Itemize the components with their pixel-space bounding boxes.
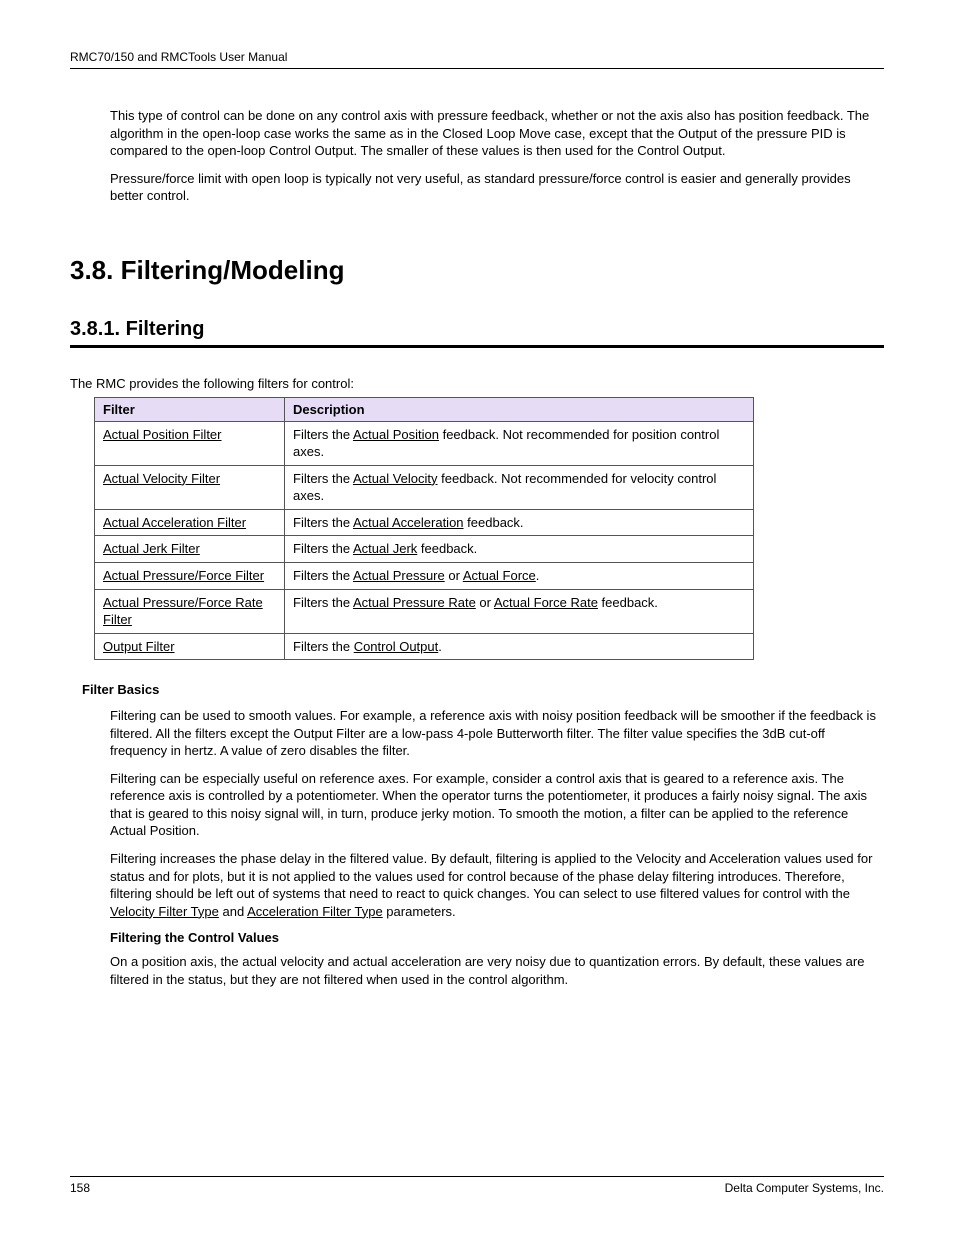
filters-table: Filter Description Actual Position Filte…	[94, 397, 754, 660]
filter-description: Filters the Actual Pressure Rate or Actu…	[285, 589, 754, 633]
filter-description: Filters the Actual Position feedback. No…	[285, 421, 754, 465]
desc-link[interactable]: Actual Jerk	[353, 541, 417, 556]
desc-link[interactable]: Actual Pressure	[353, 568, 445, 583]
page-number: 158	[70, 1181, 90, 1195]
filter-link[interactable]: Actual Acceleration Filter	[103, 515, 246, 530]
acceleration-filter-type-link[interactable]: Acceleration Filter Type	[247, 904, 383, 919]
table-row: Actual Pressure/Force Rate Filter Filters…	[95, 589, 754, 633]
table-header-filter: Filter	[95, 397, 285, 421]
section-heading-38: 3.8. Filtering/Modeling	[70, 255, 884, 286]
filter-basics-heading: Filter Basics	[82, 682, 884, 697]
intro-paragraph-1: This type of control can be done on any …	[110, 107, 884, 160]
fb-p3-mid: and	[219, 904, 247, 919]
filter-link[interactable]: Actual Jerk Filter	[103, 541, 200, 556]
filter-description: Filters the Actual Pressure or Actual Fo…	[285, 563, 754, 590]
desc-link[interactable]: Actual Acceleration	[353, 515, 464, 530]
section-heading-381: 3.8.1. Filtering	[70, 318, 884, 348]
table-header-description: Description	[285, 397, 754, 421]
filter-description: Filters the Control Output.	[285, 633, 754, 660]
filter-link[interactable]: Actual Velocity Filter	[103, 471, 220, 486]
desc-link[interactable]: Actual Force Rate	[494, 595, 598, 610]
fb-p3-pre: Filtering increases the phase delay in t…	[110, 851, 872, 901]
page-footer: 158 Delta Computer Systems, Inc.	[70, 1176, 884, 1195]
filter-description: Filters the Actual Acceleration feedback…	[285, 509, 754, 536]
desc-link[interactable]: Actual Velocity	[353, 471, 438, 486]
filter-link[interactable]: Actual Pressure/Force Filter	[103, 568, 264, 583]
table-intro: The RMC provides the following filters f…	[70, 376, 884, 391]
intro-paragraph-2: Pressure/force limit with open loop is t…	[110, 170, 884, 205]
filter-basics-p3: Filtering increases the phase delay in t…	[110, 850, 884, 920]
velocity-filter-type-link[interactable]: Velocity Filter Type	[110, 904, 219, 919]
fb-p3-post: parameters.	[383, 904, 456, 919]
filter-basics-p2: Filtering can be especially useful on re…	[110, 770, 884, 840]
table-row: Actual Jerk Filter Filters the Actual Jer…	[95, 536, 754, 563]
filtering-control-values-p1: On a position axis, the actual velocity …	[110, 953, 884, 988]
filter-link[interactable]: Output Filter	[103, 639, 175, 654]
filter-description: Filters the Actual Jerk feedback.	[285, 536, 754, 563]
table-row: Output Filter Filters the Control Output.	[95, 633, 754, 660]
desc-link[interactable]: Actual Force	[463, 568, 536, 583]
page-header: RMC70/150 and RMCTools User Manual	[70, 50, 884, 69]
table-row: Actual Pressure/Force Filter Filters the …	[95, 563, 754, 590]
desc-link[interactable]: Actual Position	[353, 427, 439, 442]
desc-link[interactable]: Control Output	[354, 639, 439, 654]
table-row: Actual Position Filter Filters the Actual…	[95, 421, 754, 465]
table-row: Actual Acceleration Filter Filters the Ac…	[95, 509, 754, 536]
filtering-control-values-heading: Filtering the Control Values	[110, 930, 884, 945]
filter-description: Filters the Actual Velocity feedback. No…	[285, 465, 754, 509]
filter-link[interactable]: Actual Pressure/Force Rate Filter	[103, 595, 263, 628]
company-name: Delta Computer Systems, Inc.	[725, 1181, 884, 1195]
filter-basics-p1: Filtering can be used to smooth values. …	[110, 707, 884, 760]
desc-link[interactable]: Actual Pressure Rate	[353, 595, 476, 610]
filter-link[interactable]: Actual Position Filter	[103, 427, 222, 442]
table-row: Actual Velocity Filter Filters the Actual…	[95, 465, 754, 509]
